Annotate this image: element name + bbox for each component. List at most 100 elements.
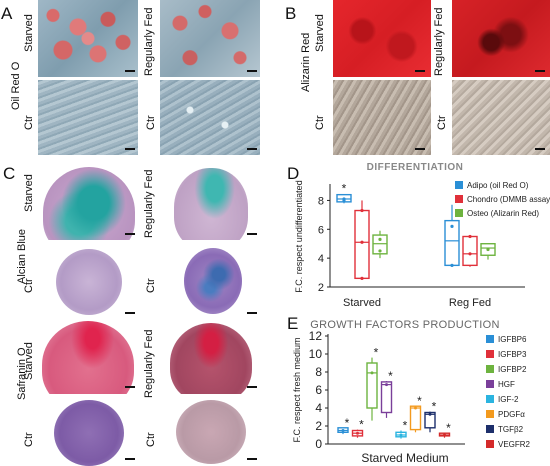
safranin-regularly-fed-image <box>160 321 260 394</box>
label-ctr-c3-left: Ctr <box>23 432 35 447</box>
data-point <box>450 224 454 228</box>
significance-star: * <box>417 394 422 408</box>
data-point <box>399 433 403 437</box>
y-tick-label: 2 <box>318 282 324 294</box>
label-regularly-fed-c3: Regularly Fed <box>143 329 155 398</box>
y-tick-label: 4 <box>315 401 322 415</box>
box <box>409 405 422 431</box>
significance-star: * <box>374 346 379 360</box>
box <box>366 362 378 409</box>
data-point <box>370 371 374 375</box>
y-axis-label: F.C. respect undifferentiated <box>294 180 304 292</box>
alizarin-ctr-right-image <box>452 80 550 155</box>
scale-bar <box>247 148 257 150</box>
legend-label: PDGFα <box>498 410 525 419</box>
category-label: Reg Fed <box>449 297 491 309</box>
legend-label: Osteo (Alizarin Red) <box>467 209 539 218</box>
legend-swatch <box>486 395 494 403</box>
panel-c-stain1-label: Alcian Blue <box>16 228 28 284</box>
legend-label: Chondro (DMMB assay) <box>467 195 550 204</box>
scale-bar <box>535 70 545 72</box>
significance-star: * <box>388 369 393 383</box>
label-ctr-c1-left: Ctr <box>23 278 35 293</box>
significance-star: * <box>359 418 364 432</box>
panel-letter-d: D <box>287 164 300 183</box>
label-ctr-b-left: Ctr <box>314 115 326 130</box>
panel-a-stain-label: Oil Red O <box>10 61 22 110</box>
scale-bar <box>125 312 135 314</box>
data-point <box>342 197 346 201</box>
label-ctr-c1-right: Ctr <box>145 278 157 293</box>
y-tick-label: 2 <box>315 419 322 433</box>
panel-letter-b: B <box>285 4 297 23</box>
scale-bar <box>247 70 257 72</box>
label-regularly-fed-a: Regularly Fed <box>143 7 155 76</box>
significance-star: * <box>446 421 451 435</box>
legend-label: TGFβ2 <box>498 425 524 434</box>
data-point <box>360 276 364 280</box>
legend-label: HGF <box>498 380 515 389</box>
y-tick-label: 6 <box>318 224 324 236</box>
data-point <box>360 240 364 244</box>
panel-letter-a: A <box>1 4 13 23</box>
scale-bar <box>125 233 135 235</box>
alizarin-regularly-fed-image <box>452 0 550 77</box>
data-point <box>385 383 388 387</box>
data-point <box>414 406 417 410</box>
y-tick-label: 0 <box>315 437 322 451</box>
legend-swatch <box>486 410 494 418</box>
panel-letter-e: E <box>287 314 299 333</box>
legend-swatch <box>486 380 494 388</box>
safranin-starved-image <box>38 321 138 394</box>
scale-bar <box>125 386 135 388</box>
box <box>424 411 436 429</box>
scale-bar <box>415 70 425 72</box>
scale-bar <box>125 148 135 150</box>
data-point <box>356 431 359 435</box>
scale-bar <box>415 148 425 150</box>
alizarin-ctr-left-image <box>333 80 431 155</box>
box <box>380 381 393 414</box>
scale-bar <box>125 70 135 72</box>
alcian-ctr-left-image <box>38 243 138 318</box>
category-label: Starved <box>343 297 381 309</box>
legend-label: IGFBP2 <box>498 365 527 374</box>
legend-label: IGFBP3 <box>498 350 527 359</box>
alcian-regularly-fed-image <box>160 165 260 240</box>
legend-swatch <box>486 335 494 343</box>
label-regularly-fed-c1: Regularly Fed <box>143 169 155 238</box>
scale-bar <box>247 233 257 235</box>
oilred-regularly-fed-image <box>160 0 260 77</box>
scale-bar <box>125 458 135 460</box>
label-ctr-b-right: Ctr <box>436 115 448 130</box>
legend-swatch <box>486 425 494 433</box>
box <box>462 235 478 267</box>
scale-bar <box>247 458 257 460</box>
label-ctr-a-left: Ctr <box>23 115 35 130</box>
safranin-ctr-right-image <box>160 397 260 466</box>
alcian-ctr-right-image <box>160 243 260 318</box>
legend-swatch <box>455 181 463 189</box>
growth-factors-chart: GROWTH FACTORS PRODUCTION F.C. respect fr… <box>292 319 531 465</box>
label-ctr-c3-right: Ctr <box>145 432 157 447</box>
y-tick-label: 12 <box>309 329 323 343</box>
data-point <box>378 237 382 241</box>
oilred-starved-image <box>38 0 138 77</box>
y-tick-label: 6 <box>315 383 322 397</box>
x-axis-label: Starved Medium <box>361 451 448 465</box>
legend-label: VEGFR2 <box>498 440 531 449</box>
legend-swatch <box>455 209 463 217</box>
legend-swatch <box>486 365 494 373</box>
scale-bar <box>247 312 257 314</box>
label-ctr-a-right: Ctr <box>145 115 157 130</box>
label-starved-c1: Starved <box>23 174 35 212</box>
alizarin-starved-image <box>333 0 431 77</box>
scale-bar <box>247 386 257 388</box>
differentiation-chart: DIFFERENTIATION F.C. respect undifferenti… <box>294 162 550 309</box>
legend-swatch <box>486 350 494 358</box>
label-regularly-fed-b: Regularly Fed <box>433 7 445 76</box>
alcian-starved-image <box>38 165 138 240</box>
significance-star: * <box>403 419 408 433</box>
data-point <box>428 412 432 416</box>
data-point <box>378 249 382 253</box>
